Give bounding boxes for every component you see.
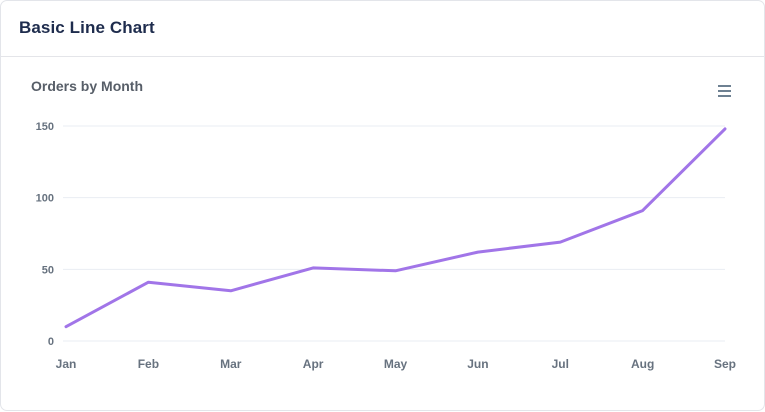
x-axis-label: Jan — [56, 357, 77, 371]
y-axis-label: 50 — [42, 264, 54, 276]
page-title: Basic Line Chart — [19, 18, 155, 37]
x-axis-label: May — [384, 357, 408, 371]
y-axis-label: 0 — [48, 336, 54, 348]
menu-icon-bar — [718, 90, 731, 92]
menu-icon-bar — [718, 85, 731, 87]
menu-icon-bar — [718, 95, 731, 97]
line-series — [64, 127, 727, 329]
x-axis-label: Mar — [220, 357, 242, 371]
x-axis-label: Feb — [138, 357, 159, 371]
x-axis-label: Jul — [552, 357, 569, 371]
x-axis-label: Aug — [631, 357, 654, 371]
x-axis-label: Jun — [467, 357, 488, 371]
card-header: Basic Line Chart — [1, 1, 764, 57]
chart-toolbar — [718, 85, 734, 99]
y-axis-label: 100 — [36, 193, 54, 205]
x-axis-label: Apr — [303, 357, 324, 371]
menu-icon[interactable] — [718, 85, 734, 97]
chart-title: Orders by Month — [31, 78, 144, 94]
y-axis-label: 150 — [36, 121, 54, 133]
x-axis-label: Sep — [714, 357, 736, 371]
